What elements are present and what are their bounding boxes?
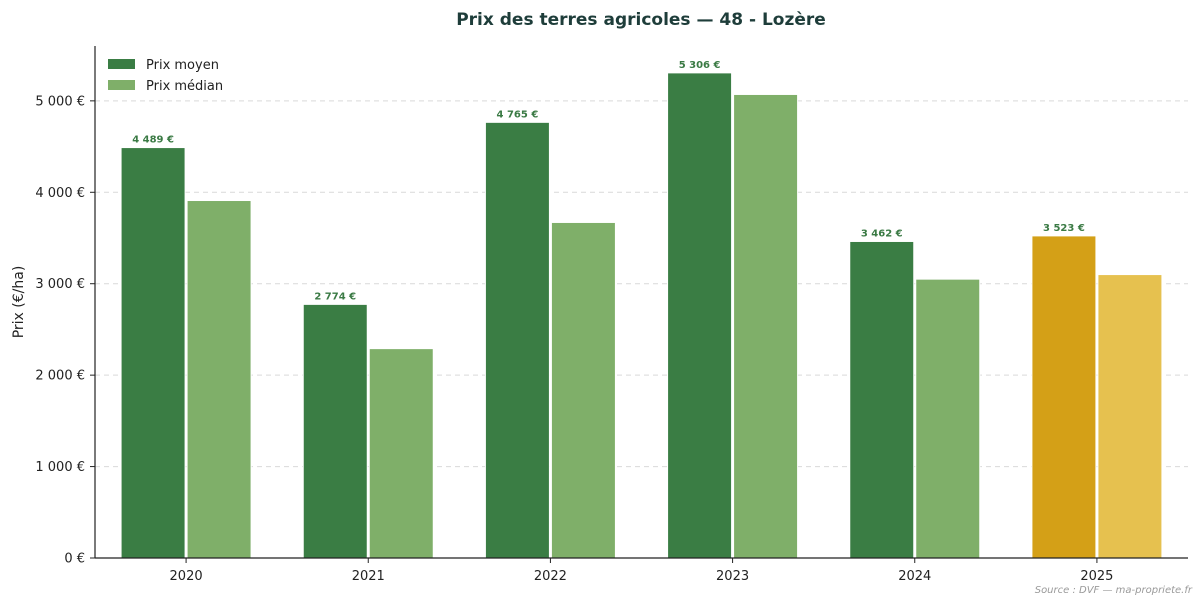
bar-prix-median <box>733 93 799 559</box>
x-tick-label: 2024 <box>898 569 931 584</box>
y-axis-title: Prix (€/ha) <box>11 266 27 339</box>
y-tick-label: 2 000 € <box>35 369 85 384</box>
bar-prix-median <box>368 348 434 559</box>
chart-title: Prix des terres agricoles — 48 - Lozère <box>456 10 826 30</box>
gridlines <box>95 100 1188 468</box>
bar-prix-moyen <box>667 72 733 559</box>
data-label-prix-moyen: 3 462 € <box>861 228 903 239</box>
legend-label-prix-moyen: Prix moyen <box>146 58 219 73</box>
data-label-prix-moyen: 5 306 € <box>679 60 721 71</box>
y-tick-label: 3 000 € <box>35 277 85 292</box>
bar-prix-median <box>1097 274 1163 559</box>
x-tick-label: 2025 <box>1080 569 1113 584</box>
bar-prix-moyen <box>1031 235 1097 559</box>
x-tick-label: 2023 <box>716 569 749 584</box>
data-label-prix-moyen: 3 523 € <box>1043 223 1085 234</box>
legend-swatch-prix-median <box>108 80 135 90</box>
bar-prix-median <box>186 200 252 559</box>
data-label-prix-moyen: 2 774 € <box>314 291 356 302</box>
bar-prix-moyen <box>302 303 368 559</box>
legend: Prix moyen Prix médian <box>108 58 223 94</box>
y-tick-label: 0 € <box>64 552 85 567</box>
bar-prix-median <box>915 278 981 559</box>
bar-prix-moyen <box>484 121 550 559</box>
y-tick-label: 4 000 € <box>35 186 85 201</box>
bar-prix-median <box>550 221 616 559</box>
bar-prix-moyen <box>849 240 915 559</box>
x-tick-label: 2022 <box>534 569 567 584</box>
data-labels: 4 489 € 2 774 € 4 765 € 5 306 € 3 462 € 3 523… <box>132 60 1085 302</box>
legend-swatch-prix-moyen <box>108 59 135 69</box>
legend-label-prix-median: Prix médian <box>146 79 223 94</box>
y-tick-label: 5 000 € <box>35 94 85 109</box>
source-note: Source : DVF — ma-propriete.fr <box>1035 585 1193 596</box>
axes: 0 € 1 000 € 2 000 € 3 000 € 4 000 € 5 000 € 20… <box>35 46 1188 584</box>
bar-prix-moyen <box>120 147 186 559</box>
data-label-prix-moyen: 4 765 € <box>497 109 539 120</box>
x-tick-label: 2021 <box>352 569 385 584</box>
x-tick-label: 2020 <box>170 569 203 584</box>
bars <box>120 72 1163 559</box>
data-label-prix-moyen: 4 489 € <box>132 135 174 146</box>
y-tick-label: 1 000 € <box>35 460 85 475</box>
